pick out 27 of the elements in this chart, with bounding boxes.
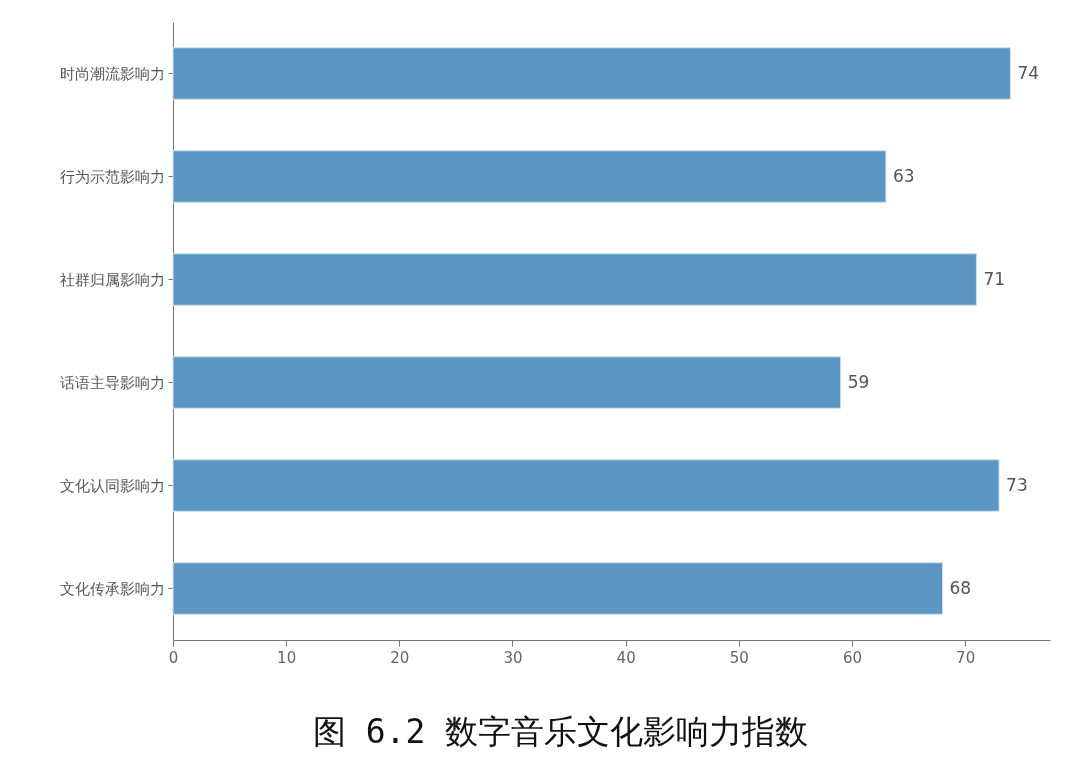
text: 图 6.2 数字音乐文化影响力指数 [312, 712, 809, 751]
x-tick-label: 30 [503, 648, 523, 667]
bar [172, 47, 1011, 100]
x-tick-label: 20 [390, 648, 410, 667]
y-tick-label: 社群归属影响力 [59, 270, 165, 289]
y-tick-label: 文化传承影响力 [59, 579, 165, 598]
y-tick-label: 话语主导影响力 [59, 373, 165, 392]
y-tick-label: 行为示范影响力 [59, 167, 165, 186]
data-label: 74 [1017, 62, 1040, 83]
bar [172, 562, 943, 615]
data-label: 73 [1006, 474, 1028, 495]
y-tick-label: 文化认同影响力 [59, 476, 165, 495]
y-tick-label: 时尚潮流影响力 [59, 64, 165, 83]
x-tick-label: 50 [729, 648, 749, 667]
bar [172, 253, 977, 306]
x-tick-label: 70 [956, 648, 976, 667]
data-label: 59 [847, 371, 870, 392]
x-tick-label: 0 [168, 648, 179, 667]
x-tick-label: 40 [616, 648, 636, 667]
bar [172, 150, 887, 203]
x-tick-label: 60 [842, 648, 863, 667]
data-label: 63 [892, 165, 915, 186]
bar [172, 459, 1000, 512]
x-tick-label: 10 [277, 648, 297, 667]
bar [172, 356, 842, 409]
data-label: 68 [949, 577, 972, 598]
data-label: 71 [983, 268, 1006, 289]
